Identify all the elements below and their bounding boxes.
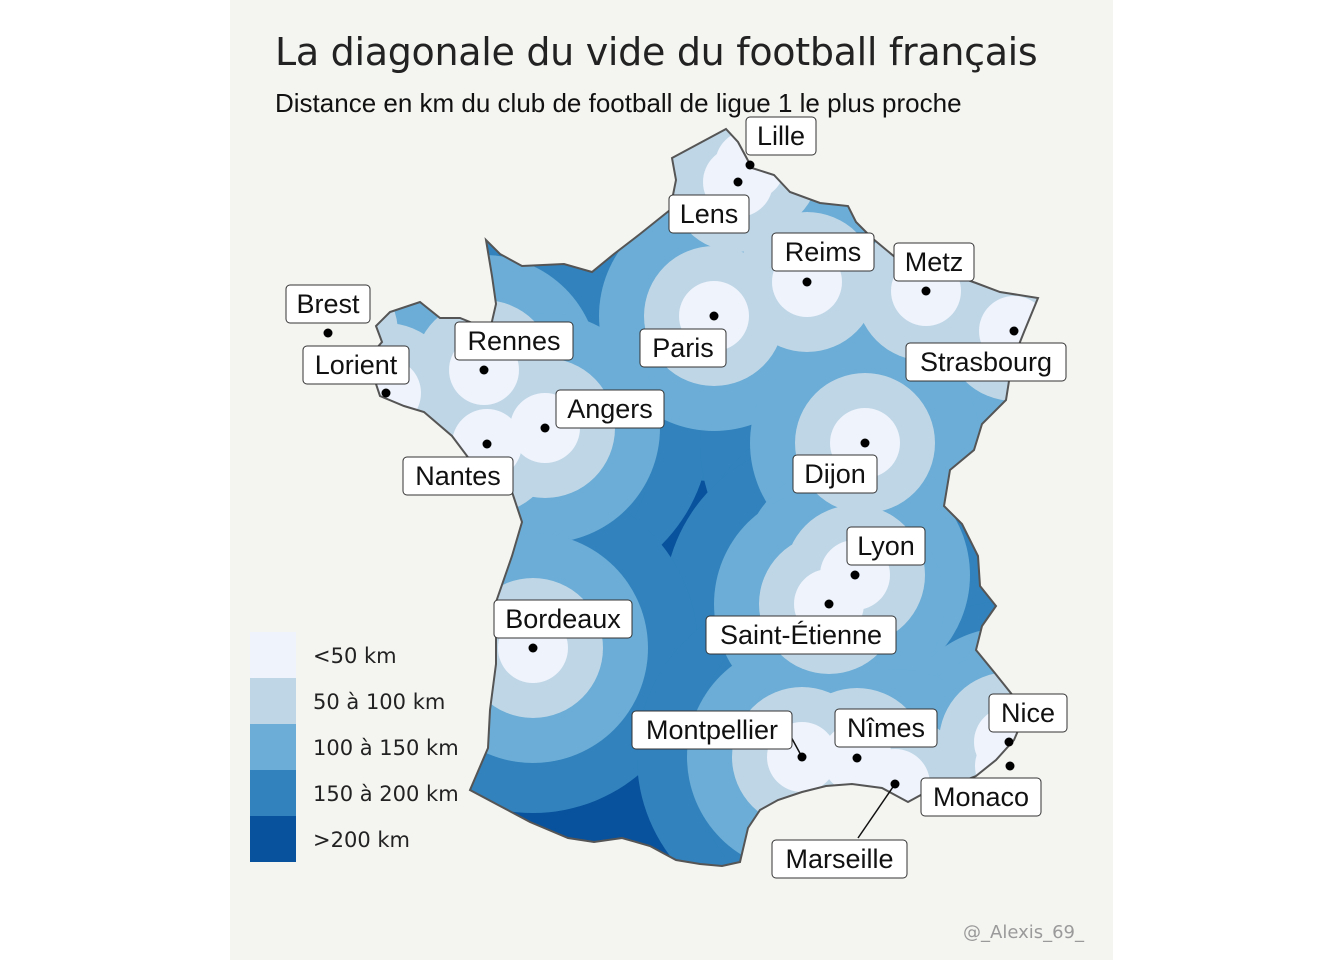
club-label-box	[493, 599, 633, 639]
legend-swatch	[250, 816, 296, 862]
legend-label: 50 à 100 km	[313, 690, 446, 714]
legend-swatch	[250, 632, 296, 678]
club-label: Rennes	[454, 321, 574, 361]
club-label: Paris	[639, 328, 727, 368]
club-points	[323, 160, 1019, 789]
club-name: Nice	[1001, 698, 1055, 728]
club-label: Metz	[893, 242, 975, 282]
club-point	[528, 643, 538, 653]
club-label: Reims	[771, 232, 875, 272]
club-name: Saint-Étienne	[720, 620, 882, 650]
club-point	[802, 277, 812, 287]
club-label-box	[631, 710, 793, 750]
club-name: Lille	[757, 121, 805, 151]
club-label-box	[771, 232, 875, 272]
club-name: Brest	[296, 289, 360, 319]
club-point	[1005, 761, 1015, 771]
club-labels: Lille Lens Reims Metz Strasbourg Paris Brest Lo…	[285, 116, 1068, 879]
legend-label: <50 km	[313, 644, 397, 668]
club-point	[890, 779, 900, 789]
club-name: Bordeaux	[505, 604, 621, 634]
club-point	[921, 286, 931, 296]
club-point	[1009, 326, 1019, 336]
club-name: Lyon	[857, 531, 915, 561]
club-label: Strasbourg	[905, 342, 1067, 382]
legend-swatch	[250, 678, 296, 724]
club-label: Nîmes	[834, 708, 938, 748]
club-label-box	[792, 454, 878, 494]
club-name: Monaco	[933, 782, 1029, 812]
club-point	[482, 439, 492, 449]
club-point	[479, 365, 489, 375]
club-point	[709, 311, 719, 321]
club-name: Montpellier	[646, 715, 778, 745]
club-label-box	[402, 456, 514, 496]
legend-swatch	[250, 770, 296, 816]
club-label-box	[920, 777, 1042, 817]
club-label-box	[905, 342, 1067, 382]
club-point	[860, 438, 870, 448]
club-label-box	[771, 839, 908, 879]
club-label-box	[639, 328, 727, 368]
club-label: Lyon	[846, 526, 926, 566]
club-name: Nîmes	[847, 713, 925, 743]
club-point	[381, 388, 391, 398]
club-name: Angers	[567, 394, 653, 424]
club-name: Marseille	[785, 844, 893, 874]
club-name: Dijon	[804, 459, 866, 489]
club-name: Lens	[680, 199, 739, 229]
club-label-box	[745, 116, 817, 156]
club-label: Lorient	[302, 345, 410, 385]
club-point	[745, 160, 755, 170]
club-label-box	[285, 284, 371, 324]
legend-label: >200 km	[313, 828, 410, 852]
club-label-box	[893, 242, 975, 282]
club-name: Nantes	[415, 461, 501, 491]
club-label-box	[454, 321, 574, 361]
club-label: Saint-Étienne	[705, 615, 897, 655]
club-label: Marseille	[771, 839, 908, 879]
club-point	[824, 599, 834, 609]
club-label: Monaco	[920, 777, 1042, 817]
marseille-leader-line	[857, 783, 896, 839]
club-point	[733, 177, 743, 187]
club-label: Nantes	[402, 456, 514, 496]
club-label: Lens	[668, 194, 750, 234]
club-name: Lorient	[315, 350, 398, 380]
club-label: Montpellier	[631, 710, 793, 750]
club-label-box	[302, 345, 410, 385]
club-label: Dijon	[792, 454, 878, 494]
club-label: Nice	[988, 693, 1068, 733]
club-name: Strasbourg	[920, 347, 1052, 377]
club-name: Paris	[652, 333, 714, 363]
club-point	[1004, 737, 1014, 747]
club-point	[540, 423, 550, 433]
club-point	[797, 752, 807, 762]
club-label: Angers	[555, 389, 665, 429]
club-label: Bordeaux	[493, 599, 633, 639]
club-label-box	[668, 194, 750, 234]
club-label-box	[846, 526, 926, 566]
club-name: Reims	[785, 237, 862, 267]
legend-swatch	[250, 724, 296, 770]
club-label-box	[705, 615, 897, 655]
map-subtitle: Distance en km du club de football de li…	[275, 88, 962, 118]
club-point	[323, 328, 333, 338]
club-point	[850, 570, 860, 580]
club-name: Metz	[905, 247, 964, 277]
legend-label: 100 à 150 km	[313, 736, 459, 760]
legend-label: 150 à 200 km	[313, 782, 459, 806]
author-credit: @_Alexis_69_	[963, 922, 1085, 943]
club-label: Lille	[745, 116, 817, 156]
club-label-box	[988, 693, 1068, 733]
map-title: La diagonale du vide du football françai…	[275, 30, 1038, 74]
club-point	[852, 753, 862, 763]
club-label-box	[555, 389, 665, 429]
club-label: Brest	[285, 284, 371, 324]
club-name: Rennes	[467, 326, 560, 356]
club-label-box	[834, 708, 938, 748]
